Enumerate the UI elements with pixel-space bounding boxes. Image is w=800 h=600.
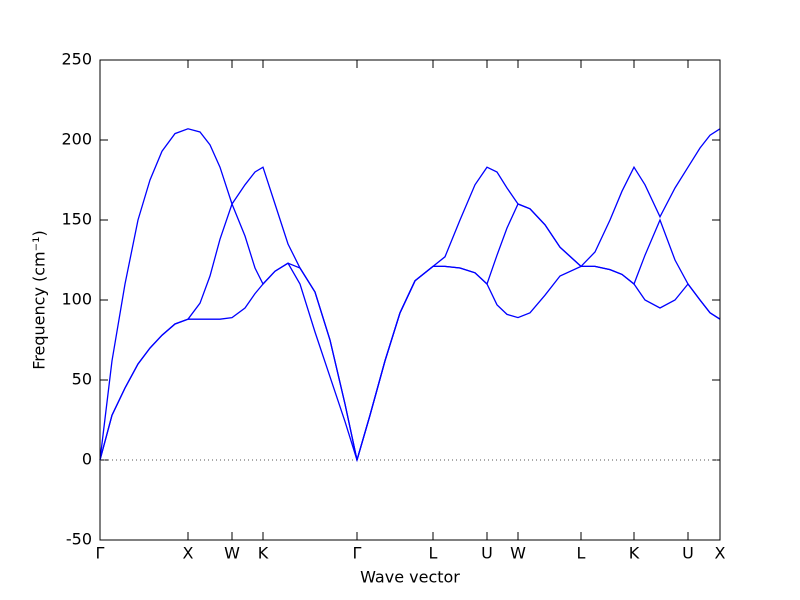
x-tick-label: Γ: [96, 544, 105, 563]
x-tick-label: X: [183, 544, 194, 563]
x-axis-label: Wave vector: [360, 568, 460, 587]
y-tick-label: 50: [72, 370, 92, 389]
plot-frame: [99, 59, 721, 541]
y-tick-label: 200: [61, 130, 92, 149]
x-tick-label: W: [510, 544, 526, 563]
x-tick-label: K: [258, 544, 269, 563]
y-tick-label: 0: [82, 450, 92, 469]
x-tick-label: W: [224, 544, 240, 563]
x-tick-label: U: [682, 544, 694, 563]
y-tick-label: 100: [61, 290, 92, 309]
y-tick-label: 250: [61, 50, 92, 69]
x-tick-label: X: [715, 544, 726, 563]
y-tick-label: 150: [61, 210, 92, 229]
x-tick-label: U: [481, 544, 493, 563]
x-tick-label: Γ: [353, 544, 362, 563]
x-tick-label: K: [629, 544, 640, 563]
x-tick-label: L: [577, 544, 586, 563]
band-line: [99, 262, 721, 463]
y-axis-label: Frequency (cm⁻¹): [30, 230, 49, 369]
x-tick-label: L: [429, 544, 438, 563]
y-tick-label: -50: [66, 530, 92, 549]
